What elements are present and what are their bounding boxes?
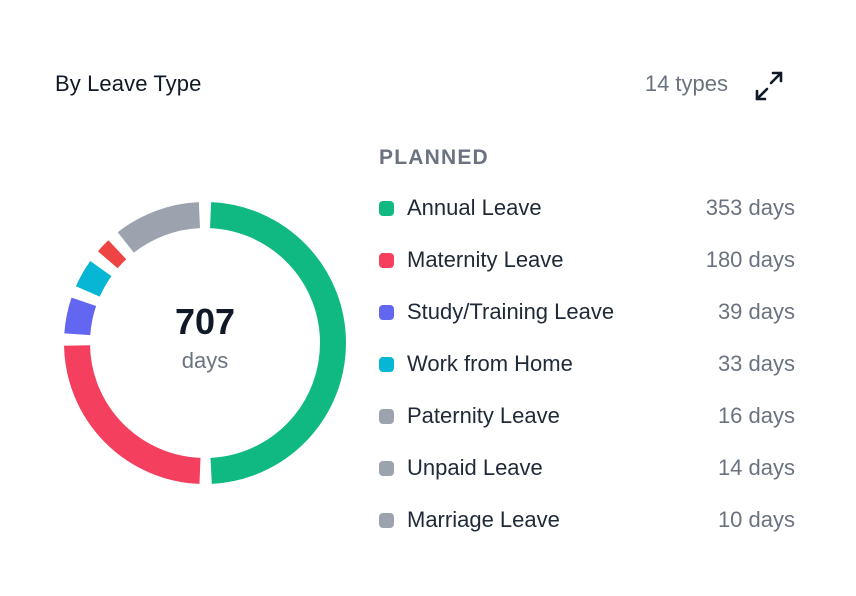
legend-swatch bbox=[379, 512, 394, 528]
donut-segment-other-gray- bbox=[117, 202, 201, 253]
legend-item: Work from Home 33 days bbox=[379, 338, 795, 390]
legend-label: Annual Leave bbox=[407, 195, 542, 220]
total-unit: days bbox=[181, 348, 229, 373]
legend-heading: PLANNED bbox=[379, 146, 489, 169]
expand-arrows-icon bbox=[755, 71, 783, 101]
legend-item: Marriage Leave 10 days bbox=[379, 494, 795, 546]
legend-swatch bbox=[379, 356, 394, 372]
legend-item: Study/Training Leave 39 days bbox=[379, 286, 795, 338]
legend-value: 33 days bbox=[717, 351, 795, 376]
donut-segment-annual-leave bbox=[209, 202, 346, 484]
donut-segment-study-training-leave bbox=[64, 297, 97, 336]
legend-swatch bbox=[379, 408, 394, 424]
legend-swatch bbox=[379, 252, 394, 268]
donut-segment-maternity-leave bbox=[64, 344, 201, 484]
card-title: By Leave Type bbox=[55, 71, 202, 96]
total-value: 707 bbox=[174, 301, 236, 342]
legend-swatch bbox=[379, 200, 394, 216]
legend-label: Work from Home bbox=[407, 351, 573, 376]
legend-value: 10 days bbox=[717, 507, 795, 532]
legend-value: 180 days bbox=[705, 247, 795, 272]
legend-value: 353 days bbox=[705, 195, 795, 220]
type-count: 14 types bbox=[644, 71, 728, 96]
legend-label: Unpaid Leave bbox=[407, 455, 543, 480]
donut-segment-other bbox=[97, 240, 127, 269]
legend-label: Marriage Leave bbox=[407, 507, 560, 532]
legend-value: 39 days bbox=[717, 299, 795, 324]
legend-item: Unpaid Leave 14 days bbox=[379, 442, 795, 494]
legend-label: Study/Training Leave bbox=[407, 299, 615, 324]
legend-list: Annual Leave 353 days Maternity Leave 18… bbox=[379, 182, 795, 546]
legend-value: 14 days bbox=[717, 455, 795, 480]
legend-item: Maternity Leave 180 days bbox=[379, 234, 795, 286]
expand-button[interactable] bbox=[752, 70, 786, 102]
legend-swatch bbox=[379, 460, 394, 476]
legend-swatch bbox=[379, 304, 394, 320]
donut-segment-work-from-home bbox=[75, 261, 112, 297]
legend-value: 16 days bbox=[717, 403, 795, 428]
donut-chart bbox=[64, 202, 346, 484]
legend-label: Maternity Leave bbox=[407, 247, 564, 272]
legend-label: Paternity Leave bbox=[407, 403, 560, 428]
legend-item: Paternity Leave 16 days bbox=[379, 390, 795, 442]
legend-item: Annual Leave 353 days bbox=[379, 182, 795, 234]
